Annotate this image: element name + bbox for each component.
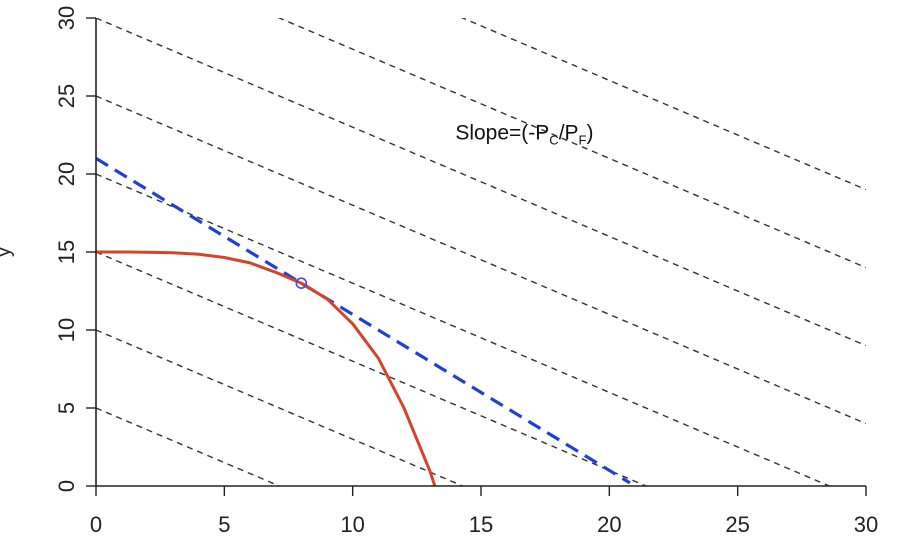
axes: 0 5 10 15 20 25 30 0 5 10 15 20 25 30	[54, 6, 878, 537]
isoline-7	[460, 18, 866, 191]
y-tick-label-20: 20	[54, 162, 79, 186]
frontier-curve-group	[96, 250, 437, 486]
slope-annotation-sub1: C	[549, 133, 558, 148]
isoline-6	[277, 18, 866, 269]
x-tick-label-0: 0	[90, 512, 102, 537]
y-tick-label-0: 0	[54, 480, 79, 492]
y-tick-label-5: 5	[54, 402, 79, 414]
price-line	[96, 157, 631, 485]
frontier-curve	[96, 250, 437, 486]
isoline-3	[96, 173, 830, 486]
slope-annotation: Slope=(-PC/PF)	[455, 122, 593, 148]
y-axis-label: y	[0, 247, 15, 257]
tangent-point	[295, 277, 308, 290]
x-tick-label-5: 5	[218, 512, 230, 537]
slope-annotation-sub2: F	[579, 133, 587, 148]
slope-annotation-main3: )	[586, 122, 593, 145]
y-tick-label-30: 30	[54, 6, 79, 30]
isoline-0	[96, 407, 280, 486]
isoline-5	[96, 18, 866, 347]
price-line-group	[96, 157, 631, 485]
x-tick-label-15: 15	[469, 512, 493, 537]
x-tick-label-25: 25	[725, 512, 749, 537]
y-tick-label-10: 10	[54, 318, 79, 342]
slope-annotation-main2: /P	[559, 122, 579, 145]
isoline-4	[96, 95, 866, 425]
y-tick-label-25: 25	[54, 84, 79, 108]
x-tick-label-20: 20	[597, 512, 621, 537]
isoline-1	[96, 329, 463, 486]
tangent-point-group	[295, 277, 308, 290]
isoline-2	[96, 251, 647, 486]
x-tick-label-10: 10	[340, 512, 364, 537]
x-tick-label-30: 30	[854, 512, 878, 537]
slope-annotation-main1: Slope=(-P	[455, 122, 549, 145]
dashed-isolines	[96, 18, 866, 486]
y-tick-label-15: 15	[54, 240, 79, 264]
